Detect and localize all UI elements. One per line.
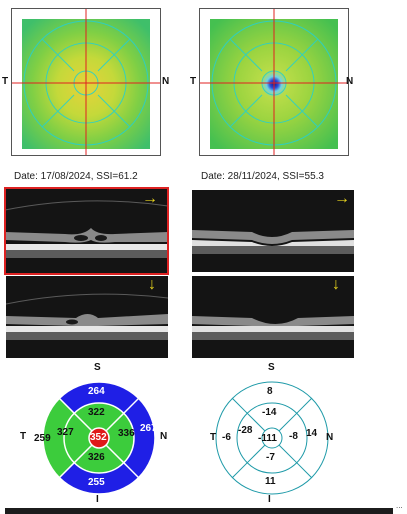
bottom-ellipsis: ... [396, 501, 403, 510]
bscan-vertical-right[interactable]: ↓ [192, 276, 354, 358]
etdrs-change-outer-temporal: -6 [222, 432, 231, 443]
etdrs-change-inner-nasal: -8 [289, 431, 298, 442]
orient-inferior-left: I [96, 494, 99, 505]
orient-temporal-grid-right: T [210, 432, 217, 443]
orient-temporal-grid-left: T [20, 431, 27, 442]
etdrs-inner-inferior: 326 [88, 452, 105, 463]
orient-nasal-grid-left: N [160, 431, 168, 442]
etdrs-inner-nasal: 336 [118, 428, 135, 439]
etdrs-change-outer-superior: 8 [267, 386, 273, 397]
etdrs-center: 352 [90, 432, 107, 443]
etdrs-change-inner-inferior: -7 [266, 452, 275, 463]
etdrs-outer-nasal: 267 [140, 423, 157, 434]
scan-direction-down-arrow-icon-2: ↓ [332, 276, 340, 293]
etdrs-change-inner-temporal: -28 [238, 425, 253, 436]
etdrs-inner-superior: 322 [88, 407, 105, 418]
etdrs-change-center: -111 [258, 433, 277, 444]
scan-date-left: Date: 17/08/2024, SSI=61.2 [14, 171, 138, 182]
orient-superior-right: S [268, 362, 275, 373]
etdrs-outer-inferior: 255 [88, 477, 105, 488]
thickness-map-left[interactable] [11, 8, 161, 156]
etdrs-change-inner-superior: -14 [262, 407, 277, 418]
etdrs-inner-temporal: 327 [57, 427, 74, 438]
orient-temporal-right: T [190, 76, 197, 87]
orient-nasal-right: N [346, 76, 354, 87]
bscan-horizontal-right[interactable]: → [192, 190, 354, 272]
orient-superior-left: S [94, 362, 101, 373]
orient-nasal-left: N [162, 76, 170, 87]
orient-inferior-right: I [268, 494, 271, 505]
orient-nasal-grid-right: N [326, 432, 334, 443]
etdrs-change-outer-inferior: 11 [265, 476, 276, 487]
etdrs-outer-temporal: 259 [34, 433, 51, 444]
etdrs-grid-right[interactable]: S T N I 8 -6 14 11 -14 -28 -8 -7 -111 [210, 362, 370, 506]
etdrs-outer-superior: 264 [88, 386, 105, 397]
etdrs-change-outer-nasal: 14 [306, 428, 318, 439]
scan-direction-down-arrow-icon: ↓ [148, 276, 156, 293]
bscan-vertical-left[interactable]: ↓ [6, 276, 168, 358]
scan-date-right: Date: 28/11/2024, SSI=55.3 [201, 171, 324, 182]
bscan-horizontal-left[interactable]: → [4, 187, 169, 275]
bottom-scan-strip [5, 508, 393, 514]
etdrs-grid-left[interactable]: S T N I 264 259 267 255 322 327 336 326 … [20, 362, 180, 506]
orient-temporal-left: T [2, 76, 9, 87]
scan-direction-right-arrow-icon: → [142, 190, 158, 207]
thickness-map-right[interactable] [199, 8, 349, 156]
scan-direction-right-arrow-icon-2: → [334, 190, 350, 207]
